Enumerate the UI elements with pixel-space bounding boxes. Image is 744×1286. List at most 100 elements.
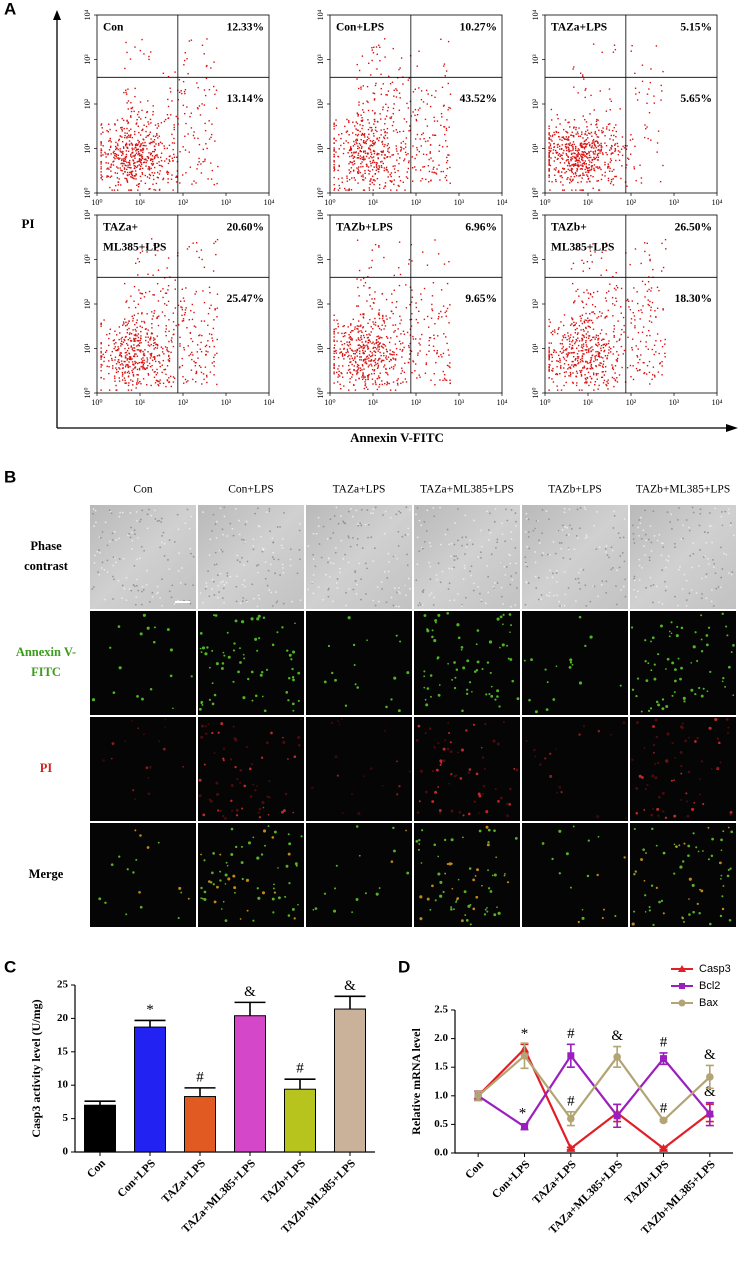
event-dot bbox=[384, 131, 386, 134]
event-dot bbox=[386, 358, 388, 361]
cell bbox=[372, 560, 375, 563]
event-dot bbox=[369, 160, 371, 163]
event-dot bbox=[412, 335, 414, 338]
event-dot bbox=[364, 169, 366, 172]
event-dot bbox=[337, 332, 339, 334]
cell bbox=[245, 520, 248, 523]
event-dot bbox=[567, 149, 570, 151]
event-dot bbox=[574, 363, 576, 366]
event-dot bbox=[443, 63, 446, 65]
event-dot bbox=[565, 138, 568, 141]
event-dot bbox=[427, 326, 430, 328]
event-dot bbox=[135, 353, 137, 355]
event-dot bbox=[158, 173, 161, 175]
event-dot bbox=[378, 312, 380, 314]
event-dot bbox=[603, 338, 605, 341]
image-background bbox=[522, 505, 628, 609]
event-dot bbox=[585, 156, 588, 158]
event-dot bbox=[201, 383, 203, 385]
event-dot bbox=[580, 320, 582, 322]
event-dot bbox=[576, 156, 578, 158]
event-dot bbox=[602, 371, 604, 373]
event-dot bbox=[572, 141, 575, 143]
event-dot bbox=[610, 148, 613, 150]
event-dot bbox=[580, 133, 583, 135]
event-dot bbox=[339, 348, 341, 350]
cell bbox=[317, 516, 320, 519]
event-dot bbox=[175, 176, 177, 179]
event-dot bbox=[582, 152, 584, 154]
cell bbox=[487, 591, 490, 594]
event-dot bbox=[359, 144, 362, 146]
event-dot bbox=[585, 341, 587, 344]
event-dot bbox=[373, 46, 375, 49]
event-dot bbox=[391, 301, 393, 304]
cell bbox=[454, 522, 457, 525]
cell bbox=[384, 510, 387, 513]
cell bbox=[337, 522, 340, 525]
cell bbox=[525, 512, 528, 515]
event-dot bbox=[199, 334, 201, 336]
event-dot bbox=[135, 322, 138, 324]
row-label: FITC bbox=[31, 665, 61, 679]
event-dot bbox=[148, 152, 150, 154]
event-dot bbox=[109, 128, 111, 131]
cell bbox=[690, 589, 693, 591]
event-dot bbox=[618, 339, 621, 341]
event-dot bbox=[562, 324, 565, 327]
event-dot bbox=[150, 122, 152, 124]
event-dot bbox=[117, 361, 119, 363]
event-dot bbox=[377, 350, 379, 352]
event-dot bbox=[378, 153, 380, 155]
event-dot bbox=[349, 161, 351, 163]
cell bbox=[723, 552, 725, 555]
event-dot bbox=[391, 180, 393, 182]
event-dot bbox=[353, 384, 355, 386]
event-dot bbox=[136, 368, 139, 371]
cell bbox=[605, 591, 608, 594]
cell bbox=[465, 536, 467, 539]
event-dot bbox=[575, 248, 577, 251]
event-dot bbox=[377, 313, 380, 316]
event-dot bbox=[611, 170, 613, 173]
event-dot bbox=[653, 374, 656, 377]
event-dot bbox=[352, 170, 355, 172]
event-dot bbox=[146, 384, 148, 386]
event-dot bbox=[148, 166, 151, 168]
event-dot bbox=[660, 99, 662, 101]
event-dot bbox=[190, 39, 193, 41]
event-dot bbox=[403, 118, 406, 120]
event-dot bbox=[108, 332, 111, 335]
event-dot bbox=[590, 319, 593, 322]
event-dot bbox=[204, 345, 207, 348]
event-dot bbox=[609, 98, 611, 100]
event-dot bbox=[173, 142, 176, 144]
event-dot bbox=[552, 152, 554, 154]
x-tick-label: 10² bbox=[411, 198, 422, 207]
event-dot bbox=[577, 151, 580, 154]
event-dot bbox=[567, 121, 569, 124]
event-dot bbox=[559, 372, 561, 375]
cell bbox=[152, 640, 156, 644]
event-dot bbox=[358, 347, 360, 349]
event-dot bbox=[141, 362, 143, 364]
event-dot bbox=[443, 125, 445, 128]
event-dot bbox=[592, 187, 594, 190]
event-dot bbox=[616, 377, 618, 379]
event-dot bbox=[132, 155, 134, 157]
event-dot bbox=[396, 150, 398, 152]
event-dot bbox=[137, 111, 140, 113]
event-dot bbox=[378, 187, 381, 189]
event-dot bbox=[116, 166, 118, 168]
event-dot bbox=[386, 144, 389, 147]
event-dot bbox=[610, 147, 612, 149]
event-dot bbox=[588, 348, 590, 350]
event-dot bbox=[392, 351, 394, 353]
event-dot bbox=[166, 349, 168, 351]
event-dot bbox=[348, 389, 350, 391]
cell bbox=[226, 631, 229, 634]
cell bbox=[552, 541, 555, 543]
event-dot bbox=[407, 107, 410, 109]
event-dot bbox=[182, 376, 184, 378]
event-dot bbox=[564, 334, 566, 336]
